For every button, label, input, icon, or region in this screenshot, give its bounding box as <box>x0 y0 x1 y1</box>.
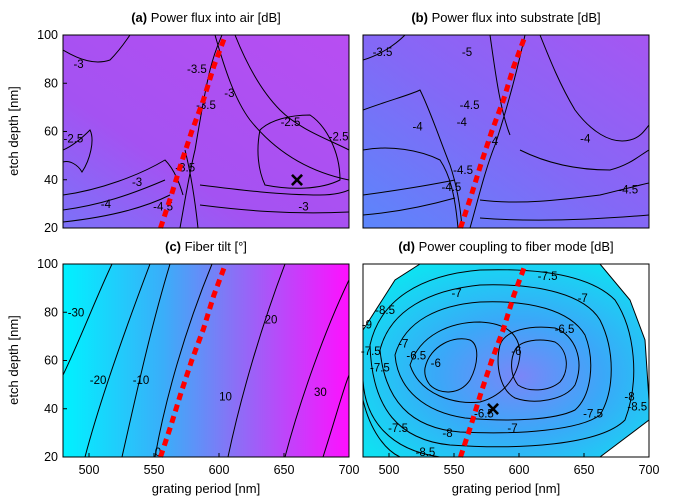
panel-b-frame <box>362 34 650 229</box>
panel-b-contour-label-0: -3.5 <box>373 47 393 59</box>
panel-b-contour-label-9: -5 <box>462 47 472 59</box>
panel-d-title: (d) Power coupling to fiber mode [dB] <box>398 239 613 254</box>
panel-a-contour-label-1: -2.5 <box>63 134 83 146</box>
panel-d-xtick-label-4: 700 <box>639 463 660 477</box>
panel-a-contour-label-8: -3 <box>132 177 142 189</box>
panel-d-contour-label-10: -6 <box>431 358 441 370</box>
panel-c-title: (c) Fiber tilt [°] <box>165 239 247 254</box>
panel-a-ytick-label-3: 80 <box>44 76 58 90</box>
panel-c-ylabel: etch depth [nm] <box>6 315 21 405</box>
panel-c-ytick-label-3: 80 <box>44 305 58 319</box>
panel-a-title: (a) Power flux into air [dB] <box>131 10 281 25</box>
panel-a: (a) Power flux into air [dB] -3 -2.5 -3.5 -… <box>6 10 350 235</box>
panel-c-contour-label-3: 0 <box>155 447 161 459</box>
panel-a-contour-label-0: -3 <box>73 59 83 71</box>
panel-b-contours <box>363 35 649 228</box>
panel-a-contour-label-5: -2.5 <box>281 117 301 129</box>
panel-d-contour-label-3: -7 <box>451 288 461 300</box>
panel-c-contours <box>63 264 349 457</box>
panel-d-contour-label-19: -8.5 <box>415 447 435 459</box>
panel-a-contour-label-11: -3 <box>298 201 308 213</box>
panel-d-contour-label-6: -7 <box>398 339 408 351</box>
panel-a-ytick-label-2: 60 <box>44 125 58 139</box>
panel-a-contour-label-3: -3 <box>224 88 234 100</box>
panel-d-contour-label-15: -6.5 <box>474 409 494 421</box>
panel-d-contour-label-16: -7 <box>507 423 517 435</box>
panel-c-xlabel: grating period [nm] <box>152 481 260 496</box>
panel-a-contour-label-9: -4 <box>101 199 112 211</box>
panel-a-ylabel: etch depth [nm] <box>6 86 21 176</box>
panel-d-contour-label-9: -7.5 <box>370 363 390 375</box>
panel-b-title: (b) Power flux into substrate [dB] <box>411 10 600 25</box>
panel-b-contour-label-4: -4 <box>488 136 499 148</box>
panel-b-contour-label-7: -4.5 <box>441 182 461 194</box>
panel-b-contour-label-3: -4.5 <box>460 100 480 112</box>
panel-d-xtick-label-3: 650 <box>574 463 595 477</box>
panel-c: (c) Fiber tilt [°] -30 -20 -10 0 10 20 30 etch… <box>6 239 359 496</box>
panel-d-contour-label-2: -9 <box>362 319 372 331</box>
panel-a-ytick-label-4: 100 <box>37 28 58 42</box>
panel-b-contour-label-5: -4 <box>580 134 591 146</box>
panel-c-xtick-label-1: 550 <box>144 463 165 477</box>
panel-a-contour-label-6: -2.5 <box>329 131 349 143</box>
panel-d-dashed-line <box>458 263 528 458</box>
panel-d-contour-label-13: -8.5 <box>627 401 647 413</box>
panel-c-ytick-label-1: 40 <box>44 402 58 416</box>
panel-d-contour-label-8: -7.5 <box>361 346 381 358</box>
panel-d-contour-label-18: -8 <box>442 428 452 440</box>
panel-c-contour-label-6: 30 <box>314 387 327 399</box>
panel-d-optimum-marker: × <box>486 396 500 423</box>
panel-d-xlabel: grating period [nm] <box>452 481 560 496</box>
panel-d-contour-label-7: -6.5 <box>406 351 426 363</box>
panel-d-contour-label-14: -7.5 <box>583 409 603 421</box>
panel-c-contour-label-4: 10 <box>219 392 232 404</box>
panel-c-contour-label-1: -20 <box>90 375 107 387</box>
panel-c-xtick-label-2: 600 <box>209 463 230 477</box>
panel-c-ytick-label-0: 20 <box>44 450 58 464</box>
panel-a-ytick-label-1: 40 <box>44 173 58 187</box>
panel-c-ytick-label-2: 60 <box>44 354 58 368</box>
panel-b-dashed-line <box>458 34 528 229</box>
panel-d-xtick-label-2: 600 <box>509 463 530 477</box>
panel-c-dashed-line <box>158 263 228 458</box>
panel-a-contour-label-2: -3.5 <box>187 64 207 76</box>
panel-c-xtick-label-4: 700 <box>339 463 360 477</box>
panel-a-optimum-marker: × <box>290 167 304 194</box>
panel-d-contour-label-17: -7.5 <box>388 423 408 435</box>
panel-d-contour-label-12: -8 <box>624 392 634 404</box>
panel-c-xtick-label-3: 650 <box>274 463 295 477</box>
panel-d-xtick-label-0: 500 <box>379 463 400 477</box>
panel-d-xtick-label-1: 550 <box>444 463 465 477</box>
panel-d: (d) Power coupling to fiber mode [dB] -7… <box>361 239 660 496</box>
panel-c-xtick-label-0: 500 <box>79 463 100 477</box>
panel-d-frame <box>362 263 650 458</box>
panel-a-background <box>63 35 349 228</box>
panel-d-contour-label-5: -6.5 <box>555 324 575 336</box>
panel-b: (b) Power flux into substrate [dB] -3.5 -… <box>362 10 650 229</box>
panel-b-contour-label-2: -4 <box>457 117 468 129</box>
panel-b-background <box>363 35 649 228</box>
panel-d-contour-label-0: -7.5 <box>538 271 558 283</box>
panel-c-ytick-label-4: 100 <box>37 257 58 271</box>
panel-d-contour-label-11: -6 <box>511 346 521 358</box>
panel-d-contours <box>363 264 649 457</box>
panel-c-contour-label-2: -10 <box>133 375 150 387</box>
panel-b-contour-label-1: -4 <box>412 122 423 134</box>
panel-c-background <box>63 264 349 457</box>
panel-a-ytick-label-0: 20 <box>44 221 58 235</box>
panel-b-contour-label-6: -4.5 <box>453 165 473 177</box>
panel-c-contour-label-5: 20 <box>265 315 278 327</box>
panel-d-contour-label-1: -8.5 <box>375 305 395 317</box>
panel-d-contour-label-4: -7 <box>578 293 588 305</box>
panel-b-contour-label-8: -4.5 <box>618 184 638 196</box>
panel-a-dashed-line <box>158 34 228 229</box>
panel-c-contour-label-0: -30 <box>68 307 85 319</box>
